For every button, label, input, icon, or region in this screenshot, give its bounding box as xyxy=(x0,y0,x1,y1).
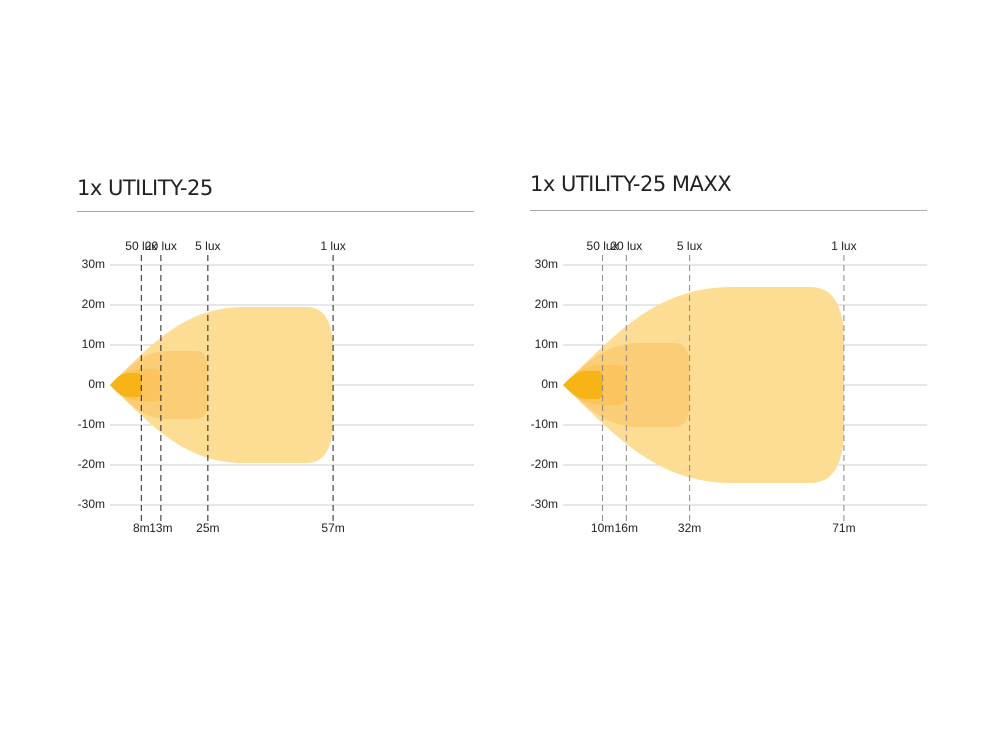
y-tick-label: -30m xyxy=(78,497,105,511)
lux-label: 50 lux xyxy=(125,239,157,253)
distance-label: 32m xyxy=(678,521,701,535)
y-tick-label: 30m xyxy=(535,257,558,271)
distance-label: 16m xyxy=(615,521,638,535)
y-tick-label: 30m xyxy=(82,257,105,271)
beam-zone xyxy=(563,371,603,399)
lux-label: 1 lux xyxy=(320,239,345,253)
distance-label: 13m xyxy=(149,521,172,535)
lux-label: 5 lux xyxy=(677,239,702,253)
y-tick-label: 10m xyxy=(535,337,558,351)
distance-label: 57m xyxy=(321,521,344,535)
lux-label: 20 lux xyxy=(145,239,177,253)
beam-zone xyxy=(110,307,334,463)
y-tick-label: -30m xyxy=(531,497,558,511)
lux-label: 20 lux xyxy=(610,239,642,253)
distance-label: 71m xyxy=(832,521,855,535)
y-tick-label: -10m xyxy=(78,417,105,431)
y-tick-label: 0m xyxy=(541,377,558,391)
lux-label: 5 lux xyxy=(195,239,220,253)
chart-title: 1x UTILITY-25 MAXX xyxy=(530,172,731,196)
y-tick-label: 10m xyxy=(82,337,105,351)
lux-label: 50 lux xyxy=(587,239,619,253)
y-tick-label: -10m xyxy=(531,417,558,431)
distance-label: 25m xyxy=(196,521,219,535)
distance-label: 8m xyxy=(133,521,150,535)
y-tick-label: 20m xyxy=(535,297,558,311)
chart-title: 1x UTILITY-25 xyxy=(77,176,213,200)
distance-label: 10m xyxy=(591,521,614,535)
y-tick-label: -20m xyxy=(531,457,558,471)
y-tick-label: 20m xyxy=(82,297,105,311)
y-tick-label: 0m xyxy=(88,377,105,391)
y-tick-label: -20m xyxy=(78,457,105,471)
beam-zone xyxy=(563,287,844,483)
lux-label: 1 lux xyxy=(831,239,856,253)
beam-zone xyxy=(110,373,142,397)
